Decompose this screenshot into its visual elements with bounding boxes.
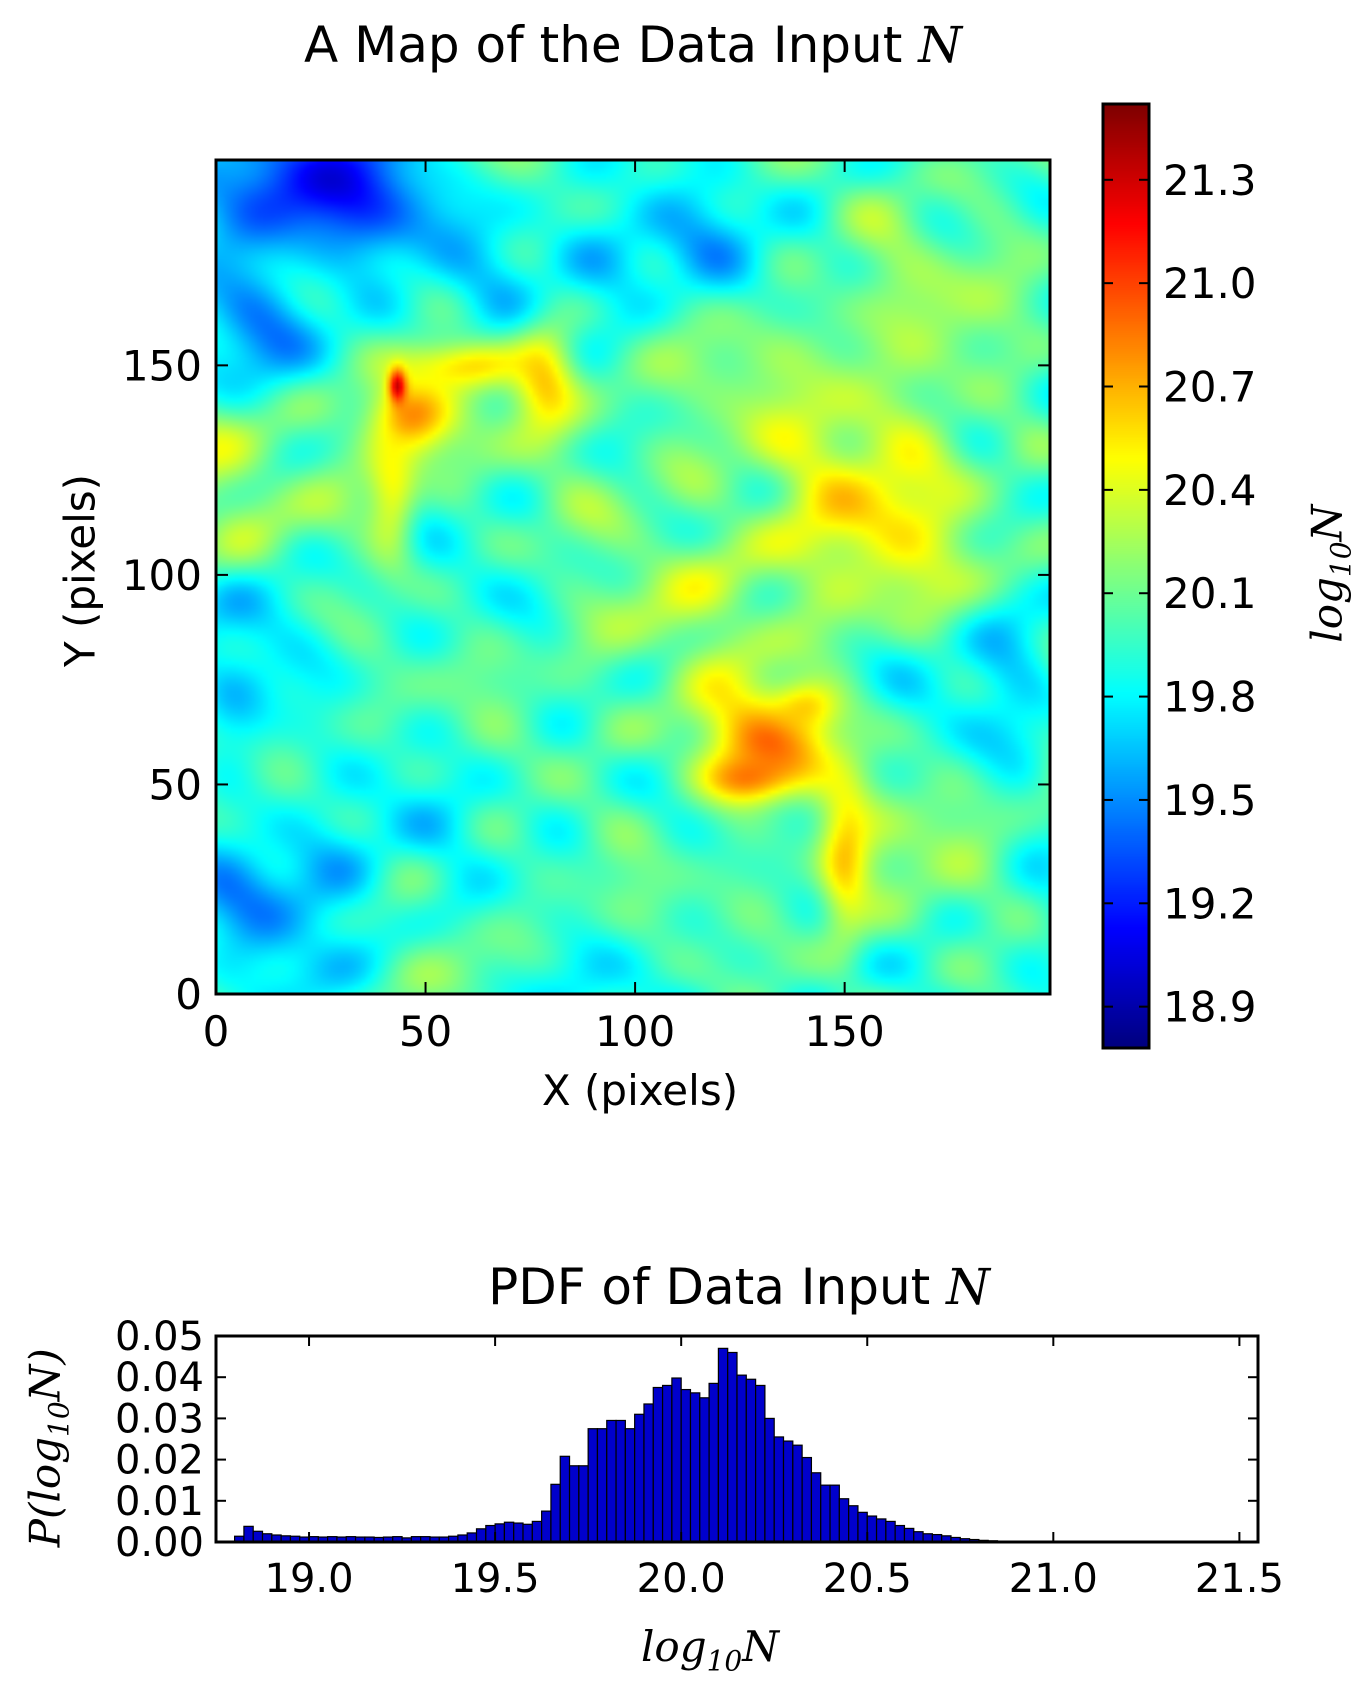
histogram-y-tick-label: 0.03 bbox=[115, 1396, 204, 1442]
heatmap-frame bbox=[214, 158, 1052, 996]
histogram-bar bbox=[755, 1384, 766, 1543]
heatmap-x-tick-label: 100 bbox=[595, 1007, 675, 1056]
histogram-bar bbox=[252, 1530, 264, 1543]
histogram-bar bbox=[838, 1498, 850, 1543]
histogram-y-tick-label: 0.05 bbox=[115, 1314, 204, 1360]
colorbar-gradient bbox=[1103, 104, 1149, 1048]
histogram-bar bbox=[773, 1436, 785, 1543]
histogram-bar bbox=[494, 1523, 506, 1543]
histogram-bar bbox=[857, 1511, 868, 1543]
histogram-y-tick-label: 0.01 bbox=[115, 1479, 204, 1525]
histogram-x-label-var: N bbox=[742, 1622, 779, 1671]
colorbar-tick-label: 20.7 bbox=[1163, 363, 1257, 412]
histogram-y-tick-label: 0.04 bbox=[115, 1355, 204, 1401]
histogram-title-symbol: N bbox=[946, 1258, 990, 1316]
colorbar-tick-label: 19.8 bbox=[1163, 673, 1257, 722]
heatmap-axes: 0 50 100 150 0 50 100 150 bbox=[122, 158, 1052, 1056]
heatmap-image bbox=[216, 160, 1050, 994]
histogram-bar bbox=[671, 1377, 682, 1543]
colorbar-tick-label: 21.0 bbox=[1163, 259, 1257, 308]
colorbar-tick-label: 18.9 bbox=[1163, 983, 1257, 1032]
histogram-bar bbox=[913, 1531, 924, 1543]
histogram-bar bbox=[736, 1374, 747, 1543]
heatmap-y-tick-label: 50 bbox=[149, 760, 202, 809]
histogram-bar bbox=[559, 1455, 571, 1543]
heatmap-x-tick-label: 50 bbox=[399, 1007, 452, 1056]
histogram-x-label-sub: 10 bbox=[706, 1644, 743, 1678]
colorbar-tick-label: 19.2 bbox=[1163, 879, 1257, 928]
histogram-title-text: PDF of Data Input bbox=[488, 1258, 947, 1316]
histogram-bar bbox=[885, 1520, 896, 1543]
histogram-bar bbox=[680, 1388, 692, 1543]
histogram-x-tick-label: 20.5 bbox=[823, 1556, 912, 1602]
histogram-bar bbox=[624, 1428, 636, 1543]
histogram-bar bbox=[848, 1505, 859, 1543]
histogram-bar bbox=[875, 1518, 887, 1543]
histogram-bar bbox=[894, 1524, 906, 1543]
histogram-y-tick-label: 0.02 bbox=[115, 1438, 204, 1484]
histogram-x-tick-label: 19.5 bbox=[451, 1556, 540, 1602]
histogram-bar bbox=[243, 1525, 254, 1543]
histogram-bar bbox=[596, 1428, 608, 1543]
histogram-title: PDF of Data Input N bbox=[214, 1258, 1264, 1316]
histogram-y-tick-label: 0.00 bbox=[115, 1520, 204, 1566]
histogram-bar bbox=[485, 1524, 496, 1543]
histogram-x-tick-label: 20.0 bbox=[637, 1556, 726, 1602]
histogram-x-tick-label: 21.5 bbox=[1195, 1556, 1284, 1602]
colorbar-tick-label: 19.5 bbox=[1163, 776, 1257, 825]
histogram-bar bbox=[820, 1484, 831, 1543]
colorbar-tick-label: 20.1 bbox=[1163, 569, 1257, 618]
histogram-bar bbox=[717, 1347, 729, 1543]
histogram-x-tick-label: 21.0 bbox=[1009, 1556, 1098, 1602]
histogram-bar bbox=[699, 1397, 710, 1543]
histogram-x-tick-label: 19.0 bbox=[265, 1556, 354, 1602]
histogram-frame bbox=[214, 1334, 1260, 1544]
histogram-bar bbox=[661, 1384, 673, 1543]
histogram-bar bbox=[541, 1510, 552, 1543]
histogram-bar bbox=[903, 1527, 915, 1543]
colorbar-tick-label: 20.4 bbox=[1163, 466, 1257, 515]
histogram-bar bbox=[531, 1520, 543, 1543]
heatmap-x-axis-label: X (pixels) bbox=[541, 1066, 739, 1115]
histogram-bar bbox=[801, 1456, 813, 1543]
heatmap-title-symbol: N bbox=[918, 16, 962, 74]
histogram-bar bbox=[829, 1484, 840, 1543]
histogram-bar bbox=[652, 1386, 664, 1543]
heatmap-x-tick-label: 150 bbox=[805, 1007, 885, 1056]
histogram-bar bbox=[634, 1413, 645, 1543]
histogram-bar bbox=[727, 1351, 738, 1543]
histogram-bar bbox=[643, 1403, 654, 1543]
histogram-bar bbox=[606, 1419, 617, 1543]
heatmap-title: A Map of the Data Input N bbox=[108, 16, 1158, 74]
histogram-bar bbox=[689, 1392, 701, 1543]
histogram-bar bbox=[792, 1444, 803, 1543]
histogram-bar bbox=[587, 1428, 599, 1543]
heatmap-title-text: A Map of the Data Input bbox=[304, 16, 919, 74]
colorbar-frame bbox=[1101, 102, 1151, 1050]
colorbar-axes: 18.9 19.2 19.5 19.8 20.1 20.4 20.7 21.0 21.3 bbox=[1101, 102, 1257, 1050]
histogram-bar bbox=[568, 1465, 580, 1543]
histogram-bar bbox=[522, 1523, 533, 1543]
histogram-x-label-base: log bbox=[641, 1622, 707, 1671]
histogram-bar bbox=[550, 1483, 561, 1543]
histogram-bar bbox=[708, 1382, 719, 1543]
histogram-bar bbox=[503, 1521, 515, 1543]
histogram-bar bbox=[810, 1472, 822, 1543]
heatmap-y-tick-label: 100 bbox=[122, 551, 202, 600]
histogram-bar bbox=[745, 1378, 757, 1543]
histogram-bar bbox=[764, 1417, 775, 1543]
histogram-bar bbox=[615, 1419, 626, 1543]
histogram-bar bbox=[866, 1515, 878, 1543]
histogram-bar bbox=[475, 1528, 487, 1543]
histogram-bar bbox=[578, 1465, 589, 1543]
histogram-x-axis-label: log10N bbox=[560, 1622, 860, 1677]
heatmap-y-tick-label: 0 bbox=[175, 970, 202, 1019]
heatmap-x-tick-label: 0 bbox=[203, 1007, 230, 1056]
colorbar-tick-label: 21.3 bbox=[1163, 156, 1257, 205]
heatmap-y-tick-label: 150 bbox=[122, 341, 202, 390]
histogram-bar bbox=[513, 1522, 524, 1543]
histogram-bar bbox=[782, 1440, 794, 1543]
